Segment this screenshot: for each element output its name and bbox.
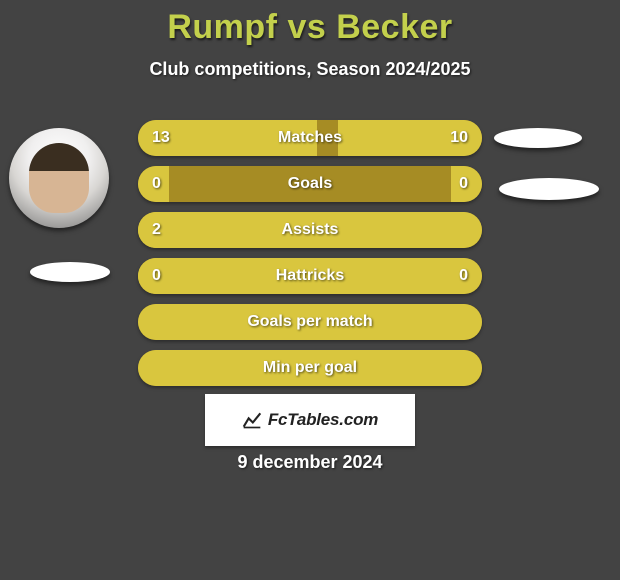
stats-rows: 13 Matches 10 0 Goals 0 2 Assists 0 Hatt… [138, 120, 482, 396]
stat-label: Matches [138, 129, 482, 147]
stat-value-right: 10 [450, 129, 468, 147]
stat-label: Goals [138, 175, 482, 193]
page-title: Rumpf vs Becker [0, 0, 620, 47]
stat-row: 13 Matches 10 [138, 120, 482, 156]
stat-label: Goals per match [138, 313, 482, 331]
stat-value-right: 0 [459, 267, 468, 285]
stat-row: Goals per match [138, 304, 482, 340]
date-text: 9 december 2024 [0, 452, 620, 473]
chart-icon [242, 410, 262, 430]
brand-box: FcTables.com [205, 394, 415, 446]
stat-row: 2 Assists [138, 212, 482, 248]
player-left-avatar [9, 128, 109, 228]
stat-label: Min per goal [138, 359, 482, 377]
stat-label: Hattricks [138, 267, 482, 285]
brand-text: FcTables.com [268, 410, 378, 430]
stat-value-right: 0 [459, 175, 468, 193]
stat-row: 0 Hattricks 0 [138, 258, 482, 294]
page-subtitle: Club competitions, Season 2024/2025 [0, 59, 620, 80]
comparison-card: Rumpf vs Becker Club competitions, Seaso… [0, 0, 620, 580]
player-left-badge [30, 262, 110, 282]
stat-row: 0 Goals 0 [138, 166, 482, 202]
player-right-avatar [494, 128, 582, 148]
avatar-placeholder-icon [29, 143, 89, 213]
stat-label: Assists [138, 221, 482, 239]
player-right-badge [499, 178, 599, 200]
stat-row: Min per goal [138, 350, 482, 386]
